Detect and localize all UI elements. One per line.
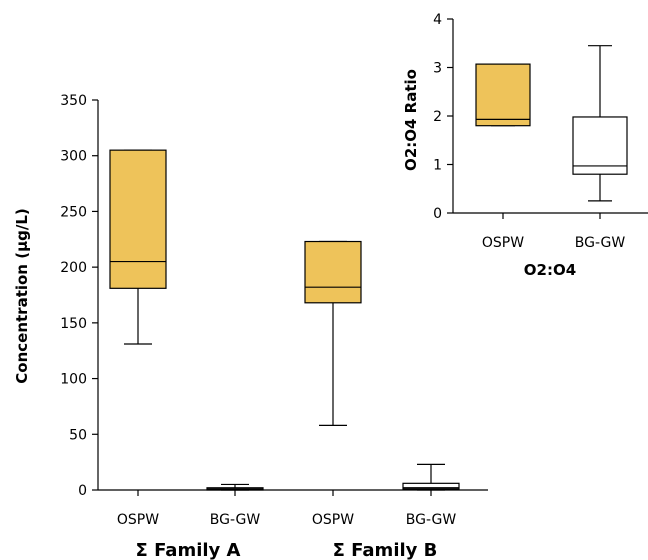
main-y-axis-label: Concentration (µg/L) [13, 208, 31, 383]
iqr-box [475, 63, 531, 127]
main-y-tick-label: 250 [60, 204, 87, 220]
main-x-tick-label: BG-GW [210, 512, 261, 528]
inset-x-tick-label: OSPW [482, 235, 524, 251]
main-y-tick-label: 50 [69, 427, 87, 443]
main-y-ticks: 0 50 100 150 200 250 300 350 [60, 93, 98, 499]
main-x-tick-label: OSPW [117, 512, 159, 528]
main-box-2 [206, 483, 264, 491]
iqr-box [572, 116, 628, 175]
main-y-tick-label: 200 [60, 260, 87, 276]
main-box-4 [402, 463, 460, 491]
inset-y-tick-label: 2 [433, 109, 442, 125]
inset-y-ticks: 0 1 2 3 4 [433, 12, 453, 222]
main-y-tick-label: 150 [60, 316, 87, 332]
iqr-box [304, 240, 362, 304]
main-box-1 [109, 149, 167, 345]
inset-box-2 [572, 45, 628, 202]
main-boxes [109, 149, 460, 491]
main-y-tick-label: 300 [60, 149, 87, 165]
inset-y-tick-label: 3 [433, 61, 442, 77]
group-label-family-b: Σ Family B [333, 540, 438, 560]
inset-x-ticks: OSPW BG-GW [482, 213, 625, 251]
main-x-tick-label: BG-GW [406, 512, 457, 528]
main-x-ticks: OSPW BG-GW OSPW BG-GW [117, 490, 456, 528]
iqr-box [402, 482, 460, 490]
inset-boxes [475, 45, 628, 202]
main-y-tick-label: 0 [78, 483, 87, 499]
inset-box-1 [475, 63, 531, 127]
inset-x-tick-label: BG-GW [575, 235, 626, 251]
main-y-tick-label: 350 [60, 93, 87, 109]
inset-x-axis-label: O2:O4 [524, 261, 576, 279]
main-box-3 [304, 240, 362, 426]
iqr-box [109, 149, 167, 289]
main-y-tick-label: 100 [60, 372, 87, 388]
group-label-family-a: Σ Family A [136, 540, 241, 560]
inset-y-tick-label: 0 [433, 206, 442, 222]
inset-y-tick-label: 4 [433, 12, 442, 28]
inset-y-tick-label: 1 [433, 158, 442, 174]
main-x-tick-label: OSPW [312, 512, 354, 528]
inset-y-axis-label: O2:O4 Ratio [402, 69, 420, 171]
